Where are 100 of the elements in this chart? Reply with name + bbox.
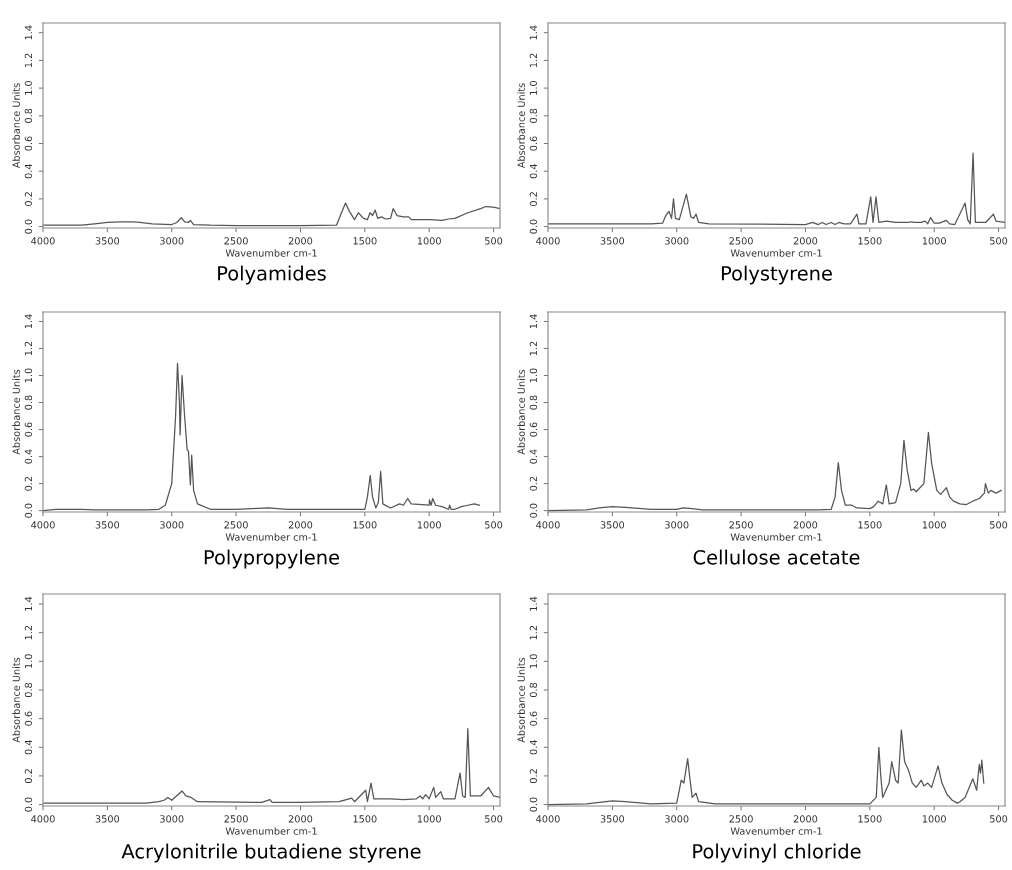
- y-tick-label: 0.6: [529, 136, 538, 151]
- x-tick-label: 4000: [536, 815, 560, 823]
- x-tick-label: 3000: [160, 237, 184, 245]
- y-tick-label: 0.8: [529, 108, 538, 123]
- y-tick-label: 0.8: [24, 395, 33, 410]
- y-tick-label: 1.2: [24, 625, 32, 640]
- x-tick-label: 2500: [729, 521, 753, 529]
- y-tick-label: 1.0: [24, 368, 33, 383]
- y-tick-label: 0.6: [529, 422, 538, 437]
- x-tick-label: 1000: [922, 237, 946, 245]
- y-tick-label: 1.4: [529, 314, 537, 329]
- y-tick-label: 0.4: [24, 164, 33, 179]
- x-tick-label: 3000: [665, 815, 689, 823]
- y-tick-label: 1.0: [24, 81, 33, 95]
- x-tick-label: 2500: [224, 815, 248, 823]
- x-tick-label: 1500: [858, 815, 882, 823]
- y-tick-label: 0.4: [529, 164, 538, 179]
- x-tick-label: 2000: [793, 815, 818, 823]
- x-tick-label: 2500: [729, 237, 753, 245]
- x-tick-label: 1000: [922, 815, 946, 823]
- y-tick-label: 0.0: [529, 503, 538, 518]
- y-tick-label: 0.6: [24, 711, 33, 726]
- y-tick-label: 1.2: [24, 341, 32, 356]
- y-tick-label: 0.8: [529, 395, 538, 410]
- y-axis-title: Absorbance Units: [12, 369, 20, 455]
- x-tick-label: 1500: [353, 237, 377, 245]
- y-tick-label: 0.8: [24, 682, 33, 698]
- x-tick-label: 3500: [95, 237, 120, 245]
- y-tick-label: 0.0: [529, 797, 538, 812]
- y-tick-label: 0.6: [529, 711, 538, 726]
- text: Cellulose acetate: [693, 549, 860, 565]
- x-tick-label: 4000: [31, 521, 55, 529]
- y-tick-label: 0.4: [529, 740, 538, 755]
- x-tick-label: 2000: [793, 521, 818, 529]
- y-tick-label: 0.2: [529, 769, 538, 784]
- x-tick-label: 2500: [224, 521, 248, 529]
- y-tick-label: 1.4: [24, 596, 32, 611]
- x-tick-label: 3000: [160, 815, 184, 823]
- x-tick-label: 2500: [224, 237, 248, 245]
- x-tick-label: 3000: [665, 237, 689, 245]
- x-tick-label: 2500: [729, 815, 753, 823]
- y-tick-label: 0.8: [24, 108, 33, 123]
- y-tick-label: 1.0: [529, 368, 538, 383]
- y-axis-title: Absorbance Units: [12, 83, 20, 169]
- y-tick-label: 0.4: [529, 449, 538, 464]
- x-tick-label: 1000: [922, 521, 946, 529]
- x-axis-title: Wavenumber cm-1: [225, 249, 317, 257]
- y-tick-label: 1.0: [529, 81, 538, 95]
- x-tick-label: 1000: [417, 521, 441, 529]
- y-axis-title: Absorbance Units: [517, 83, 525, 169]
- x-tick-label: 3000: [665, 521, 689, 529]
- y-tick-label: 1.2: [24, 53, 32, 68]
- y-tick-label: 1.0: [24, 654, 33, 668]
- x-tick-label: 4000: [31, 815, 55, 823]
- x-tick-label: 2000: [288, 815, 313, 823]
- y-tick-label: 0.2: [24, 476, 33, 491]
- x-axis-title: Wavenumber cm-1: [225, 533, 317, 541]
- y-tick-label: 1.0: [529, 654, 538, 668]
- y-axis-title: Absorbance Units: [517, 657, 525, 743]
- x-tick-label: 3500: [95, 521, 120, 529]
- y-tick-label: 0.0: [24, 503, 33, 518]
- x-tick-label: 4000: [536, 521, 560, 529]
- x-tick-label: 2000: [288, 237, 313, 245]
- x-tick-label: 1500: [858, 237, 882, 245]
- x-tick-label: 2000: [793, 237, 818, 245]
- y-axis-title: Absorbance Units: [12, 657, 20, 743]
- x-tick-label: 3500: [95, 815, 120, 823]
- y-tick-label: 0.2: [529, 476, 538, 491]
- y-tick-label: 0.0: [24, 797, 33, 812]
- x-axis-title: Wavenumber cm-1: [730, 827, 822, 835]
- y-tick-label: 0.2: [24, 192, 33, 206]
- x-tick-label: 3500: [600, 521, 625, 529]
- y-tick-label: 0.0: [529, 219, 538, 234]
- y-tick-label: 0.6: [24, 422, 33, 437]
- x-tick-label: 500: [485, 521, 503, 529]
- x-tick-label: 2000: [288, 521, 313, 529]
- y-axis-title: Absorbance Units: [517, 369, 525, 455]
- y-tick-label: 0.4: [24, 449, 33, 464]
- x-tick-label: 1500: [353, 815, 377, 823]
- x-tick-label: 500: [990, 815, 1008, 823]
- y-tick-label: 1.2: [529, 53, 537, 68]
- x-tick-label: 1500: [858, 521, 882, 529]
- text: Polypropylene: [204, 549, 340, 569]
- y-tick-label: 0.8: [529, 682, 538, 698]
- y-tick-label: 0.0: [24, 219, 33, 234]
- y-tick-label: 1.4: [529, 596, 537, 611]
- x-tick-label: 500: [990, 521, 1008, 529]
- y-tick-label: 1.2: [529, 341, 537, 356]
- y-tick-label: 0.2: [24, 769, 33, 784]
- text: Polystyrene: [721, 265, 832, 285]
- y-tick-label: 1.4: [24, 25, 32, 40]
- y-tick-label: 0.6: [24, 136, 33, 151]
- x-axis-title: Wavenumber cm-1: [225, 827, 317, 835]
- x-tick-label: 3500: [600, 237, 625, 245]
- y-tick-label: 1.4: [529, 25, 537, 40]
- y-tick-label: 1.4: [24, 314, 32, 329]
- x-tick-label: 3000: [160, 521, 184, 529]
- text: Polyamides: [218, 265, 326, 285]
- y-tick-label: 1.2: [529, 625, 537, 640]
- y-tick-label: 0.2: [529, 192, 538, 206]
